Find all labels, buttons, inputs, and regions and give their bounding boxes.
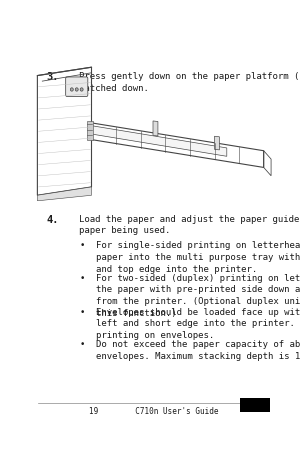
Polygon shape	[153, 122, 158, 137]
Text: •: •	[79, 241, 85, 250]
Text: 19        C710n User's Guide: 19 C710n User's Guide	[89, 406, 218, 415]
FancyBboxPatch shape	[87, 122, 93, 140]
FancyBboxPatch shape	[240, 398, 270, 412]
Text: •: •	[79, 339, 85, 348]
Circle shape	[75, 88, 78, 92]
Text: •: •	[79, 307, 85, 316]
Circle shape	[80, 88, 83, 92]
Text: 4.: 4.	[47, 214, 59, 224]
Text: Do not exceed the paper capacity of about 50 sheets or 10
envelopes. Maximum sta: Do not exceed the paper capacity of abou…	[96, 339, 300, 360]
Text: Load the paper and adjust the paper guides (d) to the size of
paper being used.: Load the paper and adjust the paper guid…	[79, 214, 300, 235]
Polygon shape	[38, 188, 92, 201]
Text: For two-sided (duplex) printing on letterhead paper load
the paper with pre-prin: For two-sided (duplex) printing on lette…	[96, 273, 300, 317]
Circle shape	[70, 88, 73, 92]
Polygon shape	[214, 137, 219, 150]
Text: Envelopes should be loaded face up with top edge to the
left and short edge into: Envelopes should be loaded face up with …	[96, 307, 300, 339]
Polygon shape	[92, 126, 227, 157]
FancyBboxPatch shape	[66, 78, 88, 97]
Text: Press gently down on the paper platform (c) to ensure it is
latched down.: Press gently down on the paper platform …	[79, 72, 300, 92]
Text: •: •	[79, 273, 85, 282]
Text: For single-sided printing on letterhead paper load the
paper into the multi purp: For single-sided printing on letterhead …	[96, 241, 300, 274]
Text: 3.: 3.	[47, 72, 59, 81]
